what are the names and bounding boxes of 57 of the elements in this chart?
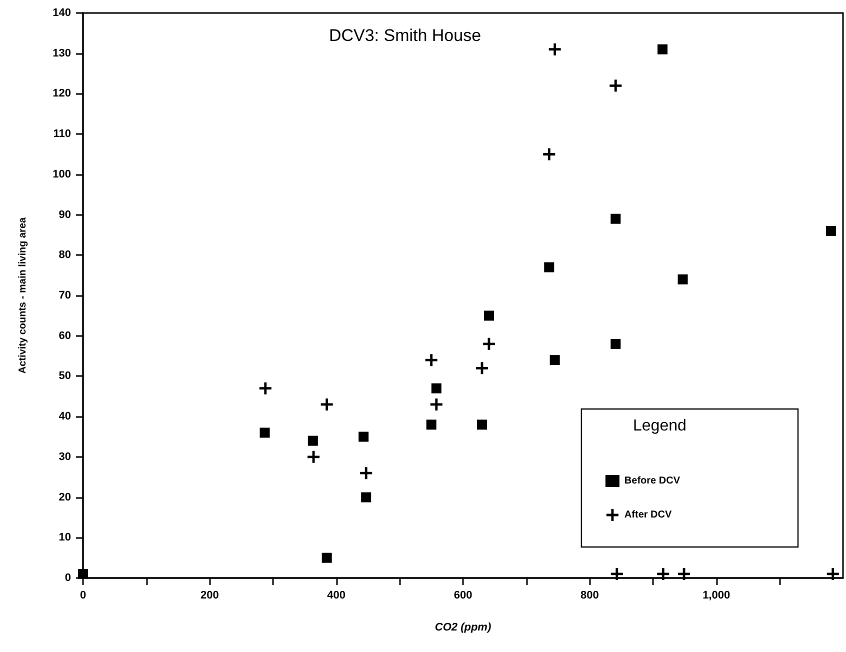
y-tick-label: 130: [52, 47, 71, 60]
point: [484, 310, 494, 321]
y-tick-label: 70: [58, 290, 71, 302]
y-tick-label: 40: [58, 410, 71, 423]
point: [610, 214, 621, 224]
point: [361, 492, 372, 502]
x-tick-label: 0: [80, 590, 86, 602]
y-tick-label: 50: [58, 370, 71, 382]
point: [610, 80, 622, 92]
point: [658, 44, 668, 54]
y-tick-label: 10: [58, 532, 71, 544]
x-tick-label: 800: [580, 590, 599, 602]
text: DCV3: Smith House: [328, 26, 482, 45]
point: [477, 420, 487, 430]
x-axis-title: CO2 (ppm): [434, 622, 492, 634]
point: [430, 398, 442, 410]
y-tick-label: 140: [52, 7, 71, 19]
y-axis-title: Activity counts - main living area: [18, 216, 28, 374]
y-tick-label: 20: [58, 491, 71, 504]
legend-label: Before DCV: [624, 476, 680, 486]
point: [657, 568, 670, 580]
point: [826, 568, 839, 580]
point: [308, 450, 320, 463]
point: [426, 420, 436, 430]
y-tick-label: 60: [58, 330, 71, 342]
x-tick-label: 200: [200, 590, 219, 602]
point: [610, 568, 623, 580]
point: [544, 262, 554, 272]
point: [482, 338, 495, 350]
x-tick-label: 1,000: [702, 590, 730, 602]
x-tick-label: 600: [454, 590, 472, 602]
point: [259, 382, 272, 394]
point: [826, 226, 836, 236]
point: [322, 552, 332, 563]
y-tick-label: 80: [58, 249, 71, 262]
legend-label: After DCV: [624, 510, 672, 520]
point: [543, 148, 556, 160]
y-tick-label: 0: [64, 572, 71, 584]
point: [476, 362, 488, 374]
point: [360, 467, 372, 480]
point: [260, 428, 270, 438]
y-tick-label: 90: [58, 208, 71, 221]
y-tick-label: 110: [53, 128, 71, 140]
point: [678, 274, 688, 284]
point: [431, 383, 442, 394]
point: [425, 354, 438, 366]
point: [320, 398, 333, 410]
point: [550, 355, 560, 366]
point: [548, 43, 561, 56]
y-tick-label: 100: [52, 168, 71, 180]
y-tick-label: 30: [58, 450, 71, 463]
legend-title: Legend: [633, 418, 686, 434]
point: [610, 338, 621, 349]
y-tick-label: 120: [52, 88, 71, 100]
point: [358, 432, 369, 442]
point: [308, 436, 318, 446]
x-tick-label: 400: [327, 590, 346, 602]
